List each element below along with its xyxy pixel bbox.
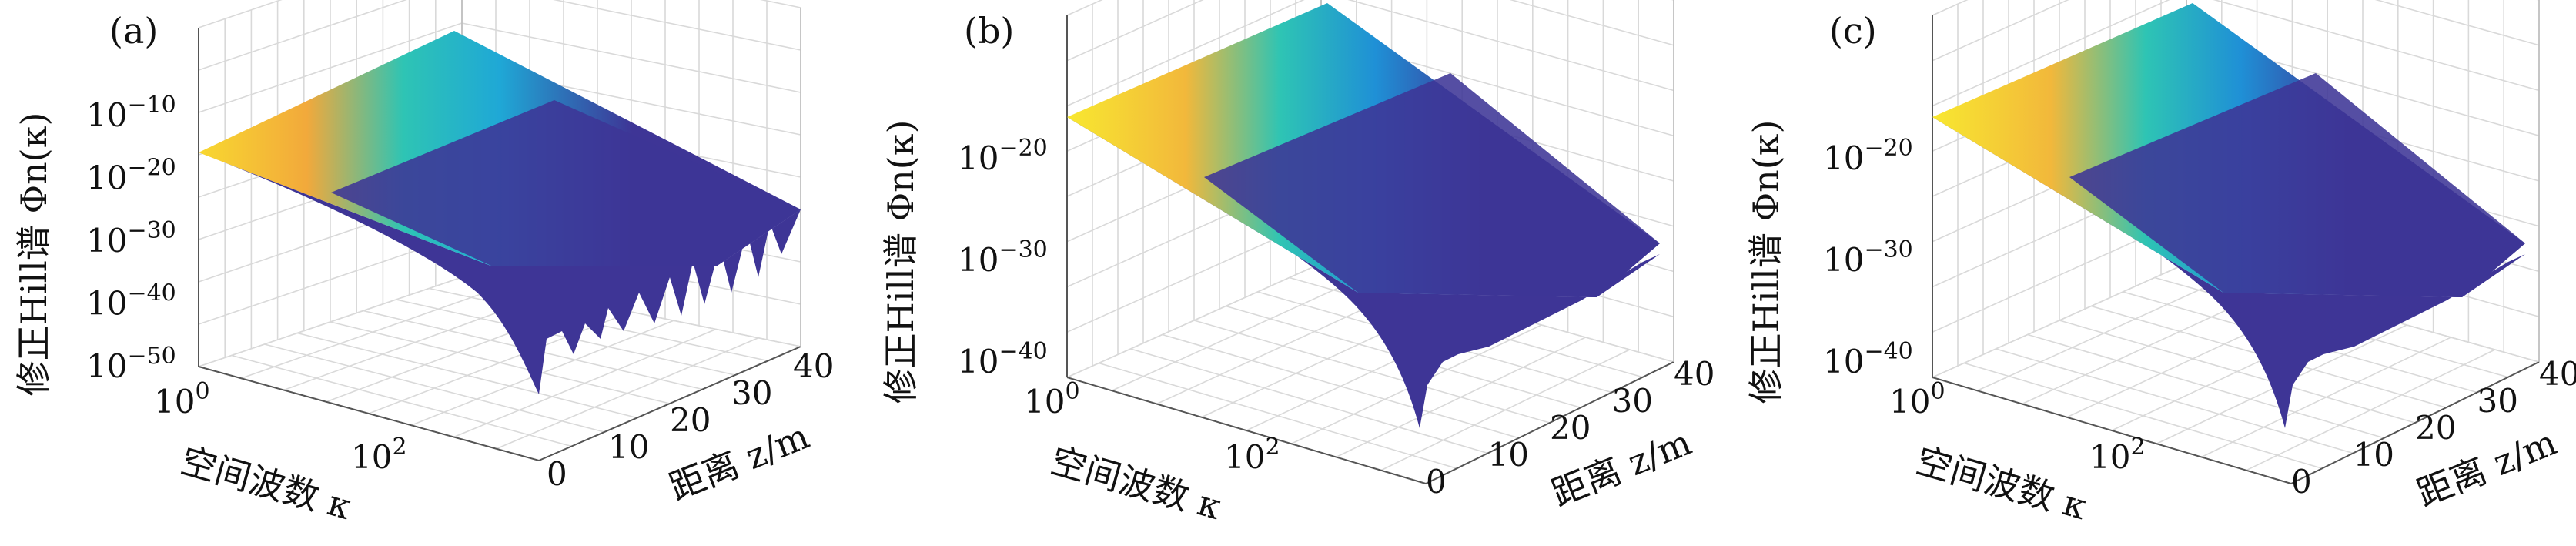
panel-label: (b) <box>964 10 1014 52</box>
panel-label: (a) <box>109 10 158 52</box>
z-tick-label: 40 <box>1674 355 1715 393</box>
phi-tick-label: 10−30 <box>86 217 176 260</box>
surface-front <box>199 152 801 394</box>
z-tick-label: 20 <box>1550 409 1591 447</box>
kappa-tick-label: 102 <box>351 434 407 476</box>
z-tick-label: 0 <box>547 455 567 493</box>
phi-tick-label: 10−30 <box>1823 236 1913 279</box>
kappa-axis-title: 空间波数 κ <box>1912 440 2092 528</box>
panel-b: (b)10−2010−3010−40100102010203040修正Hill谱… <box>880 0 1715 528</box>
z-tick-label: 0 <box>2291 463 2312 501</box>
kappa-tick-label: 100 <box>1024 378 1080 420</box>
z-tick-label: 20 <box>670 401 711 439</box>
phi-tick-label: 10−10 <box>86 92 176 134</box>
phi-tick-label: 10−20 <box>86 155 176 197</box>
z-tick-label: 40 <box>2539 355 2576 393</box>
panel-c: (c)10−2010−3010−40100102010203040修正Hill谱… <box>1745 0 2576 528</box>
kappa-tick-label: 102 <box>2089 434 2146 476</box>
kappa-tick-label: 102 <box>1224 434 1280 476</box>
surface <box>1932 3 2525 428</box>
z-tick-label: 10 <box>2354 436 2394 474</box>
phi-tick-label: 10−50 <box>86 343 176 385</box>
z-tick-label: 30 <box>1612 382 1653 420</box>
panel-a: (a)10−1010−2010−3010−4010−50100102010203… <box>13 0 834 528</box>
surface-low-region <box>331 100 801 266</box>
z-tick-label: 20 <box>2415 409 2456 447</box>
z-tick-label: 0 <box>1426 463 1447 501</box>
kappa-tick-label: 100 <box>1889 378 1945 420</box>
z-tick-label: 10 <box>1488 436 1529 474</box>
phi-axis-title: 修正Hill谱 Φn(κ) <box>13 112 55 397</box>
surface-low-region <box>1204 73 1660 297</box>
surface <box>1067 3 1660 428</box>
phi-tick-label: 10−40 <box>958 338 1048 380</box>
panel-label: (c) <box>1829 10 1877 52</box>
surface-low-region <box>2069 73 2525 297</box>
phi-tick-label: 10−30 <box>958 236 1048 279</box>
kappa-tick-label: 100 <box>154 378 210 420</box>
z-tick-label: 40 <box>793 347 834 385</box>
phi-tick-label: 10−20 <box>1823 135 1913 177</box>
phi-axis-title: 修正Hill谱 Φn(κ) <box>880 120 922 404</box>
phi-tick-label: 10−40 <box>1823 338 1913 380</box>
phi-tick-label: 10−20 <box>958 135 1048 177</box>
kappa-axis-title: 空间波数 κ <box>1046 440 1226 528</box>
phi-tick-label: 10−40 <box>86 280 176 323</box>
surface <box>199 31 801 394</box>
kappa-axis-title: 空间波数 κ <box>176 440 356 528</box>
z-tick-label: 10 <box>608 428 649 466</box>
phi-axis-title: 修正Hill谱 Φn(κ) <box>1745 120 1787 404</box>
z-tick-label: 30 <box>731 374 772 412</box>
z-tick-label: 30 <box>2477 382 2518 420</box>
